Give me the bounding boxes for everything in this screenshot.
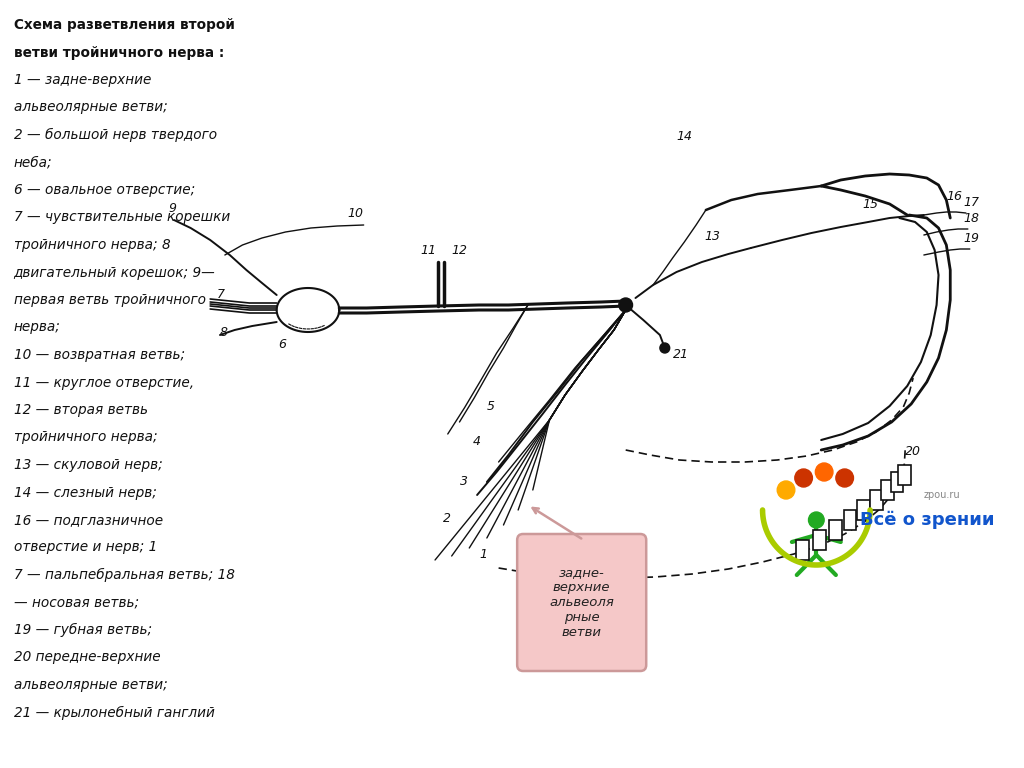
Text: 20 передне-верхние: 20 передне-верхние	[13, 650, 161, 664]
Text: 21 — крылонебный ганглий: 21 — крылонебный ганглий	[13, 706, 215, 720]
Text: 7: 7	[217, 288, 225, 301]
Text: нерва;: нерва;	[13, 320, 60, 335]
Text: Всё о зрении: Всё о зрении	[860, 511, 995, 529]
Text: 20: 20	[905, 445, 922, 458]
Text: двигательный корешок; 9—: двигательный корешок; 9—	[13, 266, 215, 280]
Text: 10 — возвратная ветвь;: 10 — возвратная ветвь;	[13, 348, 184, 362]
Bar	[857, 500, 870, 520]
Text: 21: 21	[673, 348, 688, 361]
Circle shape	[836, 469, 853, 487]
Text: 18: 18	[963, 212, 979, 225]
Text: zpou.ru: zpou.ru	[924, 490, 961, 500]
Bar	[796, 540, 809, 560]
Text: 0: 0	[611, 312, 616, 320]
Text: 11: 11	[421, 244, 436, 257]
Text: 1: 1	[479, 548, 487, 561]
Text: тройничного нерва;: тройничного нерва;	[13, 431, 158, 445]
Text: 12 — вторая ветвь: 12 — вторая ветвь	[13, 403, 147, 417]
Text: 2: 2	[442, 512, 451, 525]
Text: 9: 9	[168, 202, 176, 215]
Text: Схема разветвления второй: Схема разветвления второй	[13, 18, 234, 32]
Text: 11 — круглое отверстие,: 11 — круглое отверстие,	[13, 376, 194, 389]
Text: 8: 8	[220, 326, 228, 339]
Bar	[898, 465, 911, 485]
Text: 6 — овальное отверстие;: 6 — овальное отверстие;	[13, 183, 195, 197]
Text: 3: 3	[460, 475, 468, 488]
Text: 10: 10	[347, 207, 364, 220]
Text: 12: 12	[452, 244, 468, 257]
Text: 16 — подглазничное: 16 — подглазничное	[13, 513, 163, 527]
Text: 15: 15	[862, 198, 879, 211]
Bar	[813, 530, 826, 550]
Bar	[870, 490, 883, 510]
Bar	[881, 480, 894, 500]
Text: тройничного нерва; 8: тройничного нерва; 8	[13, 238, 170, 252]
Text: задне-
верхние
альвеоля
рные
ветви: задне- верхние альвеоля рные ветви	[549, 566, 614, 639]
Text: альвеолярные ветви;: альвеолярные ветви;	[13, 101, 168, 114]
Circle shape	[659, 343, 670, 353]
Text: первая ветвь тройничного: первая ветвь тройничного	[13, 293, 206, 307]
Text: неба;: неба;	[13, 155, 52, 170]
Text: 19 — губная ветвь;: 19 — губная ветвь;	[13, 623, 152, 637]
Text: 13: 13	[703, 230, 720, 243]
Text: 4: 4	[473, 435, 481, 448]
Text: отверстие и нерв; 1: отверстие и нерв; 1	[13, 541, 157, 554]
Text: 14: 14	[677, 130, 692, 143]
Text: 1 — задне-верхние: 1 — задне-верхние	[13, 73, 152, 87]
Circle shape	[795, 469, 812, 487]
Text: 14 — слезный нерв;: 14 — слезный нерв;	[13, 485, 157, 499]
FancyBboxPatch shape	[517, 534, 646, 671]
Circle shape	[815, 463, 833, 481]
Text: 19: 19	[963, 232, 979, 245]
Circle shape	[618, 298, 633, 312]
Circle shape	[777, 481, 795, 499]
Bar	[844, 510, 856, 530]
Text: альвеолярные ветви;: альвеолярные ветви;	[13, 678, 168, 692]
Text: — носовая ветвь;: — носовая ветвь;	[13, 595, 139, 610]
Text: 7 — чувствительные корешки: 7 — чувствительные корешки	[13, 210, 230, 224]
Text: 16: 16	[946, 190, 963, 203]
Text: 13 — скуловой нерв;: 13 — скуловой нерв;	[13, 458, 163, 472]
Text: 6: 6	[279, 338, 287, 351]
Circle shape	[809, 512, 824, 528]
Text: 2 — большой нерв твердого: 2 — большой нерв твердого	[13, 128, 217, 142]
Text: ветви тройничного нерва :: ветви тройничного нерва :	[13, 45, 224, 59]
Bar	[891, 472, 903, 492]
Text: 17: 17	[963, 196, 979, 209]
Bar	[829, 520, 842, 540]
Text: 5: 5	[486, 400, 495, 413]
Text: 7 — пальпебральная ветвь; 18: 7 — пальпебральная ветвь; 18	[13, 568, 234, 582]
